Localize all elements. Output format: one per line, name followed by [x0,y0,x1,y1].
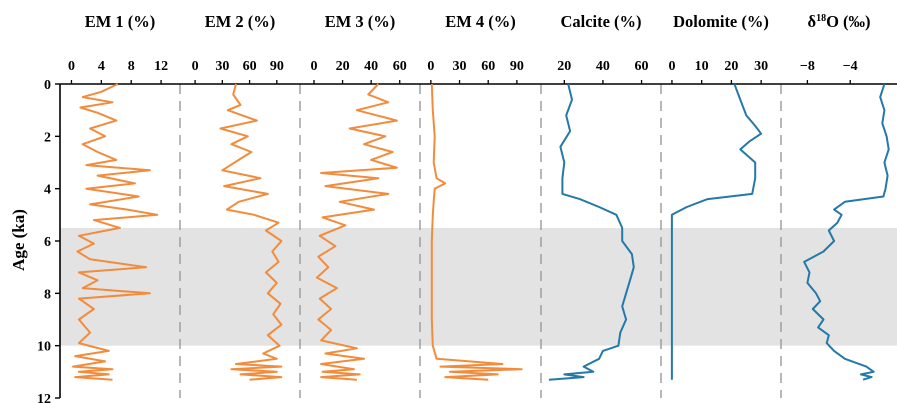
y-axis: 0 2 4 6 8 10 12 Age (ka) [9,78,61,403]
y-axis-label: Age (ka) [9,209,28,271]
x-tick-label: 90 [270,59,284,74]
x-tick-label: 20 [724,59,738,74]
series-line [803,83,890,381]
series-line [430,83,523,381]
x-tick-label: 90 [510,59,524,74]
panel-separators [179,84,782,398]
x-tick-label: 40 [596,59,610,74]
y-tick-label: 2 [44,130,51,145]
x-tick-label: 30 [754,59,768,74]
panel-title: EM 2 (%) [205,12,276,31]
x-tick-label: 60 [481,59,495,74]
panel-4: EM 4 (%) 0 30 60 90 [420,12,541,381]
panel-title: δ18O (‰) [807,12,870,31]
series-line [315,83,398,381]
series-line [219,83,283,381]
y-tick-label: 0 [44,78,51,93]
x-tick-label: 8 [128,59,135,74]
panel-5: Calcite (%) 20 40 60 [541,12,661,381]
highlight-band [60,227,897,346]
panel-1: EM 1 (%) 0 4 8 12 [60,12,180,381]
panel-7: δ18O (‰) −8 −4 [781,12,897,381]
x-tick-label: 0 [668,59,675,74]
panel-2: EM 2 (%) 0 30 60 90 [180,12,300,381]
x-tick-label: 0 [192,59,199,74]
panel-title: Calcite (%) [560,12,641,31]
x-tick-label: 30 [215,59,229,74]
panel-title: Dolomite (%) [673,12,769,31]
panel-title: EM 3 (%) [325,12,396,31]
panel-title: EM 1 (%) [85,12,156,31]
y-tick-label: 4 [44,183,51,198]
x-tick-label: 60 [393,59,407,74]
x-tick-label: 20 [336,59,350,74]
y-tick-label: 8 [44,287,51,302]
x-tick-label: 0 [68,59,75,74]
x-tick-label: 30 [453,59,467,74]
x-tick-label: 20 [557,59,571,74]
series-line [72,83,159,381]
x-tick-label: −4 [843,59,858,74]
x-tick-label: 0 [427,59,434,74]
series-line [548,83,635,381]
x-tick-label: 12 [154,59,168,74]
chart-panels: EM 1 (%) 0 4 8 12 EM 2 (%) 0 30 60 90 EM 3 (%) 0 20 4… [60,12,897,381]
x-tick-label: 0 [311,59,318,74]
panel-title: EM 4 (%) [445,12,516,31]
y-tick-label: 6 [44,235,51,250]
series-line [670,83,763,380]
x-tick-label: 60 [243,59,257,74]
y-tick-label: 12 [37,392,51,403]
y-ticks: 0 2 4 6 8 10 12 [37,78,60,403]
x-tick-label: 4 [98,59,105,74]
y-tick-label: 10 [37,340,51,355]
x-tick-label: −8 [800,59,815,74]
panel-3: EM 3 (%) 0 20 40 60 [300,12,420,381]
panel-6: Dolomite (%) 0 10 20 30 [661,12,781,380]
x-tick-label: 60 [635,59,649,74]
x-tick-label: 40 [364,59,378,74]
x-tick-label: 10 [695,59,709,74]
